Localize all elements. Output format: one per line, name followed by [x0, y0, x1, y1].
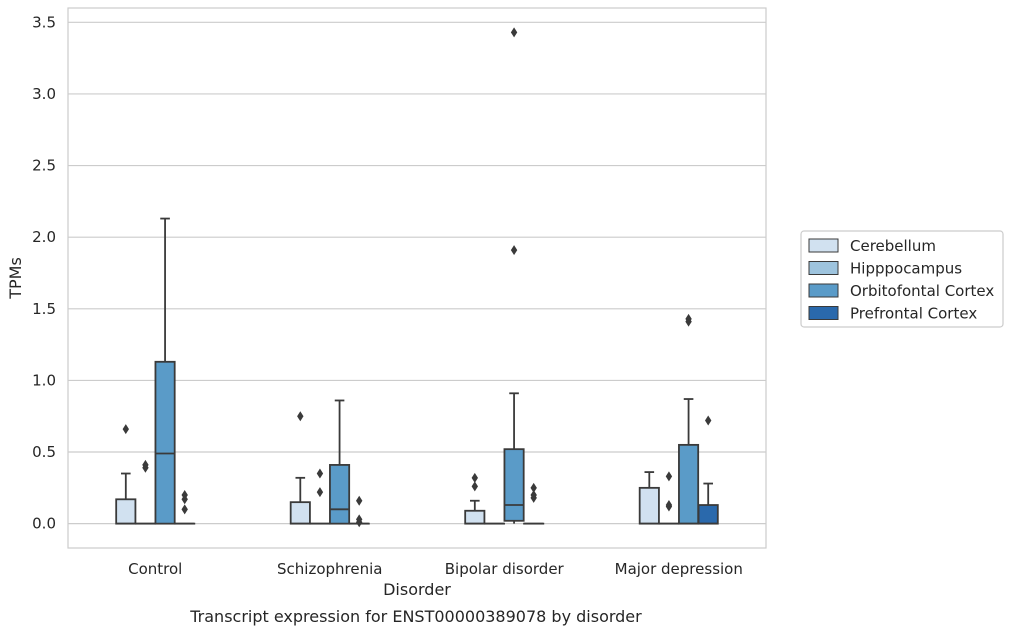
box-2-3 — [523, 482, 545, 525]
box-iqr — [464, 509, 486, 525]
box-0-3 — [174, 490, 196, 525]
outlier-point — [685, 313, 692, 324]
box-2-2 — [503, 27, 525, 524]
outlier-point — [355, 495, 363, 506]
outlier-point — [530, 482, 537, 493]
outlier-point — [316, 487, 324, 498]
y-tick-label: 1.0 — [32, 371, 56, 389]
outlier-point — [142, 459, 149, 470]
box-iqr — [329, 464, 351, 525]
box-3-0 — [638, 471, 660, 525]
legend-label: Orbitofontal Cortex — [850, 282, 994, 300]
box-1-3 — [348, 495, 370, 528]
x-tick-label: Schizophrenia — [277, 560, 382, 578]
legend: Cerebellum Hipppocampus Orbitofontal Corte… — [800, 230, 1004, 328]
legend-swatch — [808, 306, 839, 320]
outlier-point — [530, 490, 537, 501]
y-axis-title: TPMs — [6, 257, 25, 300]
box-3-2 — [678, 313, 700, 525]
box-2-0 — [464, 472, 486, 525]
y-tick-label: 0.0 — [32, 515, 56, 533]
x-tick-label: Major depression — [615, 560, 743, 578]
outlier-point — [665, 471, 673, 482]
box-iqr — [115, 498, 137, 525]
box-iqr — [503, 448, 525, 522]
outlier-point — [181, 490, 188, 501]
outlier-point — [316, 468, 324, 479]
x-tick-label: Bipolar disorder — [445, 560, 565, 578]
y-tick-label: 3.5 — [32, 13, 56, 31]
gridlines — [68, 21, 766, 525]
plot-frame — [67, 7, 767, 549]
box-1-0 — [289, 411, 311, 525]
box-0-2 — [154, 217, 176, 525]
y-tick-label: 3.0 — [32, 85, 56, 103]
legend-label: Hipppocampus — [850, 260, 962, 278]
outlier-point — [665, 500, 673, 511]
box-1-2 — [329, 399, 351, 525]
y-tick-label: 1.5 — [32, 300, 56, 318]
x-axis-ticks: Control Schizophrenia Bipolar disorder Majo… — [128, 560, 743, 578]
legend-swatch — [808, 261, 839, 275]
outlier-point — [510, 245, 518, 256]
y-tick-label: 0.5 — [32, 443, 56, 461]
box-3-3 — [697, 415, 719, 525]
outlier-point — [181, 504, 188, 515]
box-iqr — [697, 504, 719, 525]
box-1-1 — [309, 468, 331, 525]
box-0-0 — [115, 424, 137, 525]
outlier-point — [510, 27, 518, 38]
y-axis-ticks: 0.0 0.5 1.0 1.5 2.0 2.5 3.0 3.5 — [32, 13, 56, 532]
legend-swatch — [808, 283, 839, 298]
box-0-1 — [134, 459, 156, 525]
outlier-point — [704, 415, 712, 426]
legend-label: Cerebellum — [850, 237, 936, 255]
box-iqr — [154, 360, 176, 525]
outlier-point — [355, 514, 363, 525]
outlier-point — [297, 411, 304, 422]
legend-box — [800, 230, 1004, 328]
x-axis-title: Disorder — [383, 580, 451, 599]
outlier-point — [471, 472, 479, 483]
x-tick-label: Control — [128, 560, 182, 578]
legend-label: Prefrontal Cortex — [850, 305, 977, 323]
box-series — [115, 27, 719, 528]
box-iqr — [289, 501, 311, 525]
box-3-1 — [658, 471, 680, 525]
legend-swatch — [808, 238, 839, 253]
outlier-point — [122, 424, 130, 435]
y-tick-label: 2.5 — [32, 157, 56, 175]
y-tick-label: 2.0 — [32, 228, 56, 246]
box-iqr — [638, 486, 660, 525]
chart-caption: Transcript expression for ENST0000038907… — [189, 607, 642, 626]
box-iqr — [678, 443, 700, 525]
outlier-point — [471, 481, 479, 492]
